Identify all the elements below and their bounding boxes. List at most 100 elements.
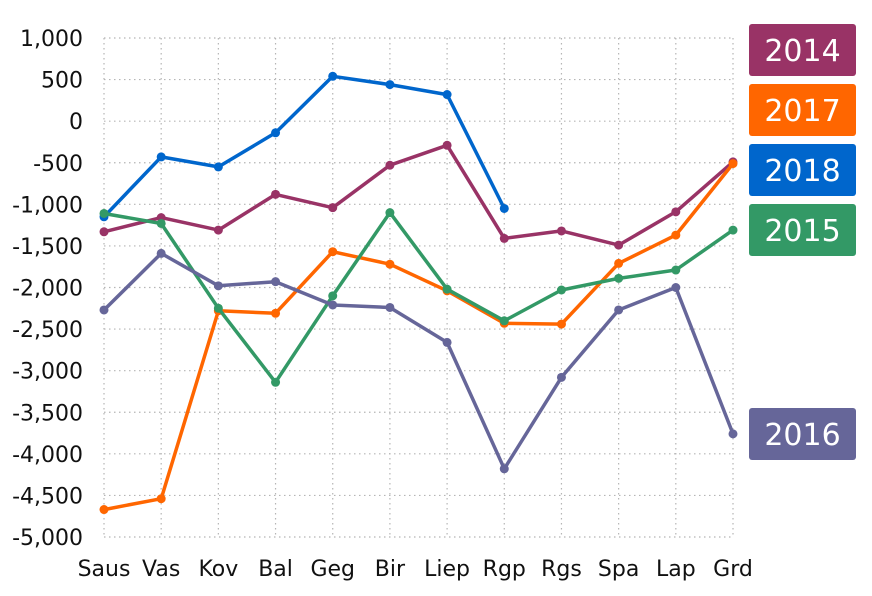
data-point-2014-bir (385, 160, 395, 170)
x-tick-label: Kov (198, 557, 238, 582)
data-point-2015-saus (99, 208, 109, 218)
series-line-2018 (102, 74, 507, 219)
data-point-2017-geg (328, 247, 338, 257)
legend-swatch (749, 144, 856, 196)
x-tick-label: Bal (258, 557, 293, 582)
data-point-2016-vas (156, 248, 166, 258)
data-point-2016-rgp (499, 464, 509, 474)
legend-item-2015: 2015 (749, 204, 856, 256)
series-line-2014 (102, 143, 735, 247)
x-tick-label: Bir (375, 557, 406, 582)
x-tick-label: Liep (424, 557, 470, 582)
data-point-2015-rgp (499, 316, 509, 326)
data-point-2014-liep (442, 140, 452, 150)
y-tick-label: -4,000 (12, 443, 83, 468)
data-point-2017-grd (728, 159, 738, 169)
y-tick-label: -2,500 (12, 318, 83, 343)
series-line-2016 (102, 251, 735, 471)
y-tick-label: -5,000 (12, 526, 83, 551)
data-point-2015-grd (728, 225, 738, 235)
y-tick-label: 1,000 (20, 27, 83, 52)
x-tick-label: Grd (713, 557, 753, 582)
legend-label: 2016 (764, 418, 840, 453)
data-point-2017-bir (385, 259, 395, 269)
data-point-2016-grd (728, 429, 738, 439)
data-point-2014-geg (328, 203, 338, 213)
legend-label: 2015 (764, 214, 840, 249)
y-tick-label: 500 (41, 69, 83, 94)
data-point-2014-rgs (556, 226, 566, 236)
x-tick-label: Lap (656, 557, 696, 582)
legend-swatch (749, 24, 856, 76)
y-tick-label: -1,000 (12, 193, 83, 218)
data-point-2015-rgs (556, 285, 566, 295)
y-tick-label: -3,000 (12, 360, 83, 385)
data-point-2014-spa (614, 240, 624, 250)
x-tick-label: Saus (78, 557, 131, 582)
data-point-2018-bal (271, 128, 281, 138)
data-point-2017-spa (614, 258, 624, 268)
legend-swatch (749, 84, 856, 136)
legend-label: 2014 (764, 34, 840, 69)
legend-label: 2017 (764, 94, 840, 129)
data-point-2014-rgp (499, 233, 509, 243)
data-point-2018-liep (442, 90, 452, 100)
series-2015 (99, 208, 738, 387)
data-point-2018-geg (328, 71, 338, 81)
data-point-2017-vas (156, 494, 166, 504)
data-point-2017-saus (99, 505, 109, 515)
data-point-2015-kov (213, 303, 223, 313)
legend-label: 2018 (764, 154, 840, 189)
data-point-2016-spa (614, 305, 624, 315)
y-tick-label: -4,500 (12, 484, 83, 509)
data-point-2014-lap (671, 207, 681, 217)
data-point-2015-vas (156, 218, 166, 228)
data-point-2018-bir (385, 80, 395, 90)
x-tick-label: Vas (142, 557, 180, 582)
series-layer (99, 71, 738, 515)
series-2016 (99, 248, 738, 474)
grid-layer (103, 37, 734, 538)
data-point-2017-lap (671, 230, 681, 240)
data-point-2015-lap (671, 265, 681, 275)
series-line-2017 (102, 161, 735, 512)
y-axis-tick-labels: 1,000 500 0 -500 -1,000 -1,500 -2,000 -2,500 -3,… (12, 27, 83, 551)
y-tick-label: -2,000 (12, 277, 83, 302)
x-axis-tick-labels: Saus Vas Kov Bal Geg Bir Liep Rgp Rgs Spa Lap Grd (78, 557, 753, 582)
legend-item-2016: 2016 (749, 408, 856, 460)
legend-swatch (749, 408, 856, 460)
legend-item-2018: 2018 (749, 144, 856, 196)
data-point-2015-bir (385, 208, 395, 218)
data-point-2016-bir (385, 302, 395, 312)
legend-swatch (749, 204, 856, 256)
data-point-2015-bal (271, 377, 281, 387)
series-2017 (99, 159, 738, 515)
data-point-2015-spa (614, 273, 624, 283)
data-point-2014-bal (271, 189, 281, 199)
data-point-2017-rgs (556, 319, 566, 329)
data-point-2018-kov (213, 162, 223, 172)
data-point-2015-geg (328, 291, 338, 301)
y-tick-label: -3,500 (12, 401, 83, 426)
data-point-2016-kov (213, 281, 223, 291)
data-point-2016-bal (271, 277, 281, 287)
y-tick-label: -500 (33, 152, 83, 177)
y-tick-label: 0 (69, 110, 83, 135)
series-line-2015 (102, 210, 735, 385)
data-point-2018-rgp (499, 203, 509, 213)
x-tick-label: Geg (310, 557, 355, 582)
data-point-2016-rgs (556, 372, 566, 382)
series-2014 (99, 140, 738, 250)
data-point-2015-liep (442, 284, 452, 294)
data-point-2018-vas (156, 152, 166, 162)
legend-layer: 2014 2017 2018 2015 2016 (749, 24, 856, 460)
data-point-2016-liep (442, 337, 452, 347)
x-tick-label: Rgs (541, 557, 582, 582)
data-point-2016-geg (328, 300, 338, 310)
legend-item-2017: 2017 (749, 84, 856, 136)
data-point-2016-saus (99, 305, 109, 315)
x-tick-label: Rgp (483, 557, 526, 582)
data-point-2014-kov (213, 225, 223, 235)
